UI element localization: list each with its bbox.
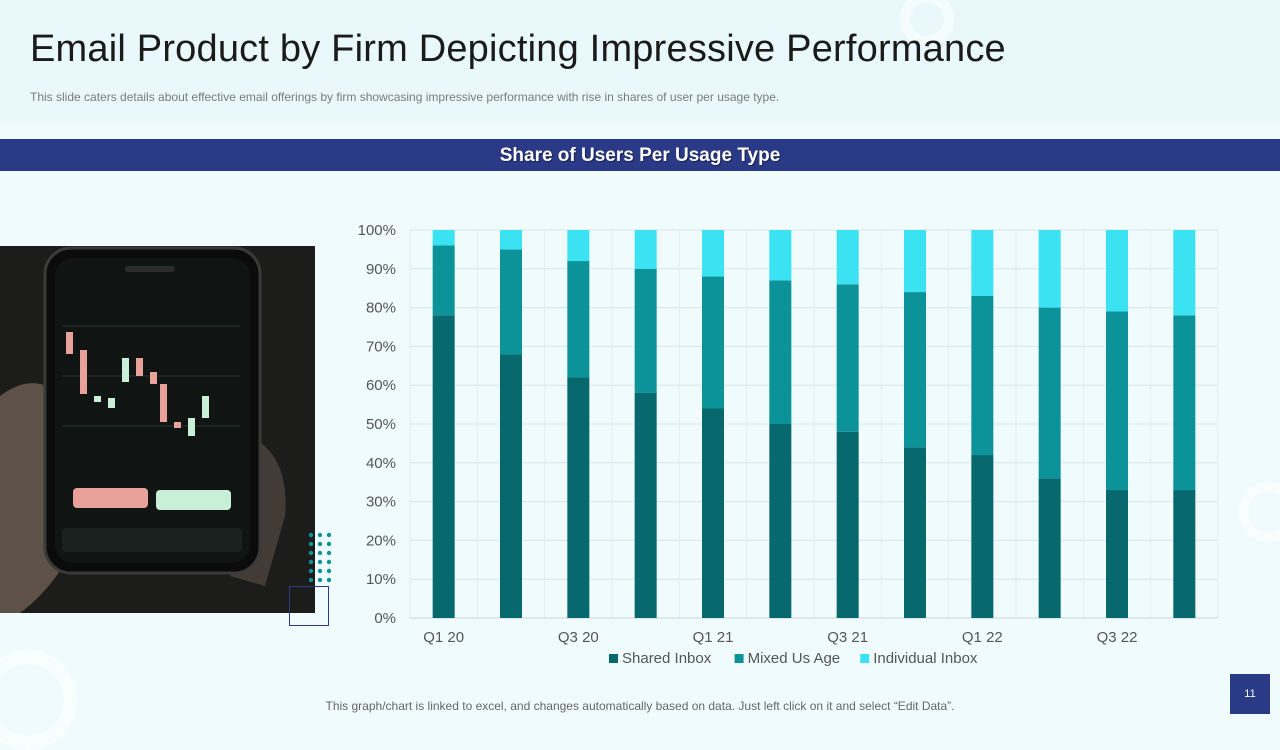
y-tick-label: 90% [366,261,396,278]
bar-shared-inbox [836,431,859,618]
bar-mixed-us-age [904,292,926,448]
bar-mixed-us-age [836,284,859,432]
bar-shared-inbox [1173,489,1196,618]
legend-label: Mixed Us Age [748,650,841,667]
x-tick-label: Q3 21 [827,629,868,646]
bar-mixed-us-age [1173,315,1196,490]
stacked-bar-chart: 0% 10% 20% 30% 40% 50% 60% 70% 80% 90% 100% Q1 20 Q3… [340,215,1240,675]
y-tick-label: 40% [366,455,396,472]
x-tick-label: Q1 20 [423,629,464,646]
bar-mixed-us-age [567,261,590,378]
bar-mixed-us-age [634,268,657,393]
bar-individual-inbox [432,230,455,246]
bar-mixed-us-age [971,295,994,456]
decorative-ring-right [1238,482,1280,542]
bar-individual-inbox [702,230,724,277]
chart-canvas: 0% 10% 20% 30% 40% 50% 60% 70% 80% 90% 100% Q1 20 Q3… [358,222,1219,667]
bar-shared-inbox [971,455,994,618]
bar-shared-inbox [904,447,926,618]
decorative-square-outline [289,586,329,626]
phone-illustration [0,246,315,613]
legend-swatch [734,654,744,663]
bar-individual-inbox [634,230,657,269]
x-tick-label: Q3 20 [558,629,599,646]
bar-individual-inbox [1106,230,1128,312]
title-band [0,0,1280,122]
legend-swatch [609,654,618,663]
bar-shared-inbox [769,424,792,618]
footer-note: This graph/chart is linked to excel, and… [325,699,955,713]
bar-mixed-us-age [702,276,724,409]
bar-shared-inbox [500,354,522,618]
legend-swatch [860,654,870,663]
bar-individual-inbox [836,230,859,285]
bar-individual-inbox [567,230,590,262]
bar-mixed-us-age [500,249,522,355]
bar-mixed-us-age [1106,311,1128,490]
phone-trading-photo [0,246,315,613]
y-tick-label: 30% [366,494,396,511]
legend-label: Shared Inbox [622,650,712,667]
bar-mixed-us-age [769,280,792,424]
decorative-ring-top [900,0,954,46]
bar-individual-inbox [904,230,926,293]
y-tick-label: 0% [374,610,396,627]
bar-mixed-us-age [432,245,455,316]
y-tick-label: 60% [366,377,396,394]
x-tick-label: Q1 21 [693,629,734,646]
bar-individual-inbox [1173,230,1196,316]
bar-shared-inbox [567,377,590,618]
bar-shared-inbox [702,408,724,618]
bar-shared-inbox [432,315,455,618]
bar-mixed-us-age [1038,307,1061,479]
bar-individual-inbox [1038,230,1061,308]
x-tick-label: Q1 22 [962,629,1003,646]
page-subtitle: This slide caters details about effectiv… [30,90,780,104]
bar-individual-inbox [971,230,994,296]
y-tick-label: 50% [366,416,396,433]
bar-shared-inbox [1038,478,1061,618]
bar-shared-inbox [1106,489,1128,618]
bar-individual-inbox [769,230,792,281]
decorative-dot-grid [308,532,332,583]
y-tick-label: 10% [366,571,396,588]
bar-shared-inbox [634,392,657,618]
y-tick-label: 100% [358,222,396,239]
y-tick-label: 20% [366,532,396,549]
x-tick-label: Q3 22 [1097,629,1138,646]
legend-label: Individual Inbox [873,650,978,667]
bar-individual-inbox [500,230,522,250]
chart-heading-bar: Share of Users Per Usage Type [0,139,1280,171]
page-title: Email Product by Firm Depicting Impressi… [30,28,1006,70]
page-number: 11 [1230,674,1270,714]
y-tick-label: 80% [366,300,396,317]
y-tick-label: 70% [366,338,396,355]
